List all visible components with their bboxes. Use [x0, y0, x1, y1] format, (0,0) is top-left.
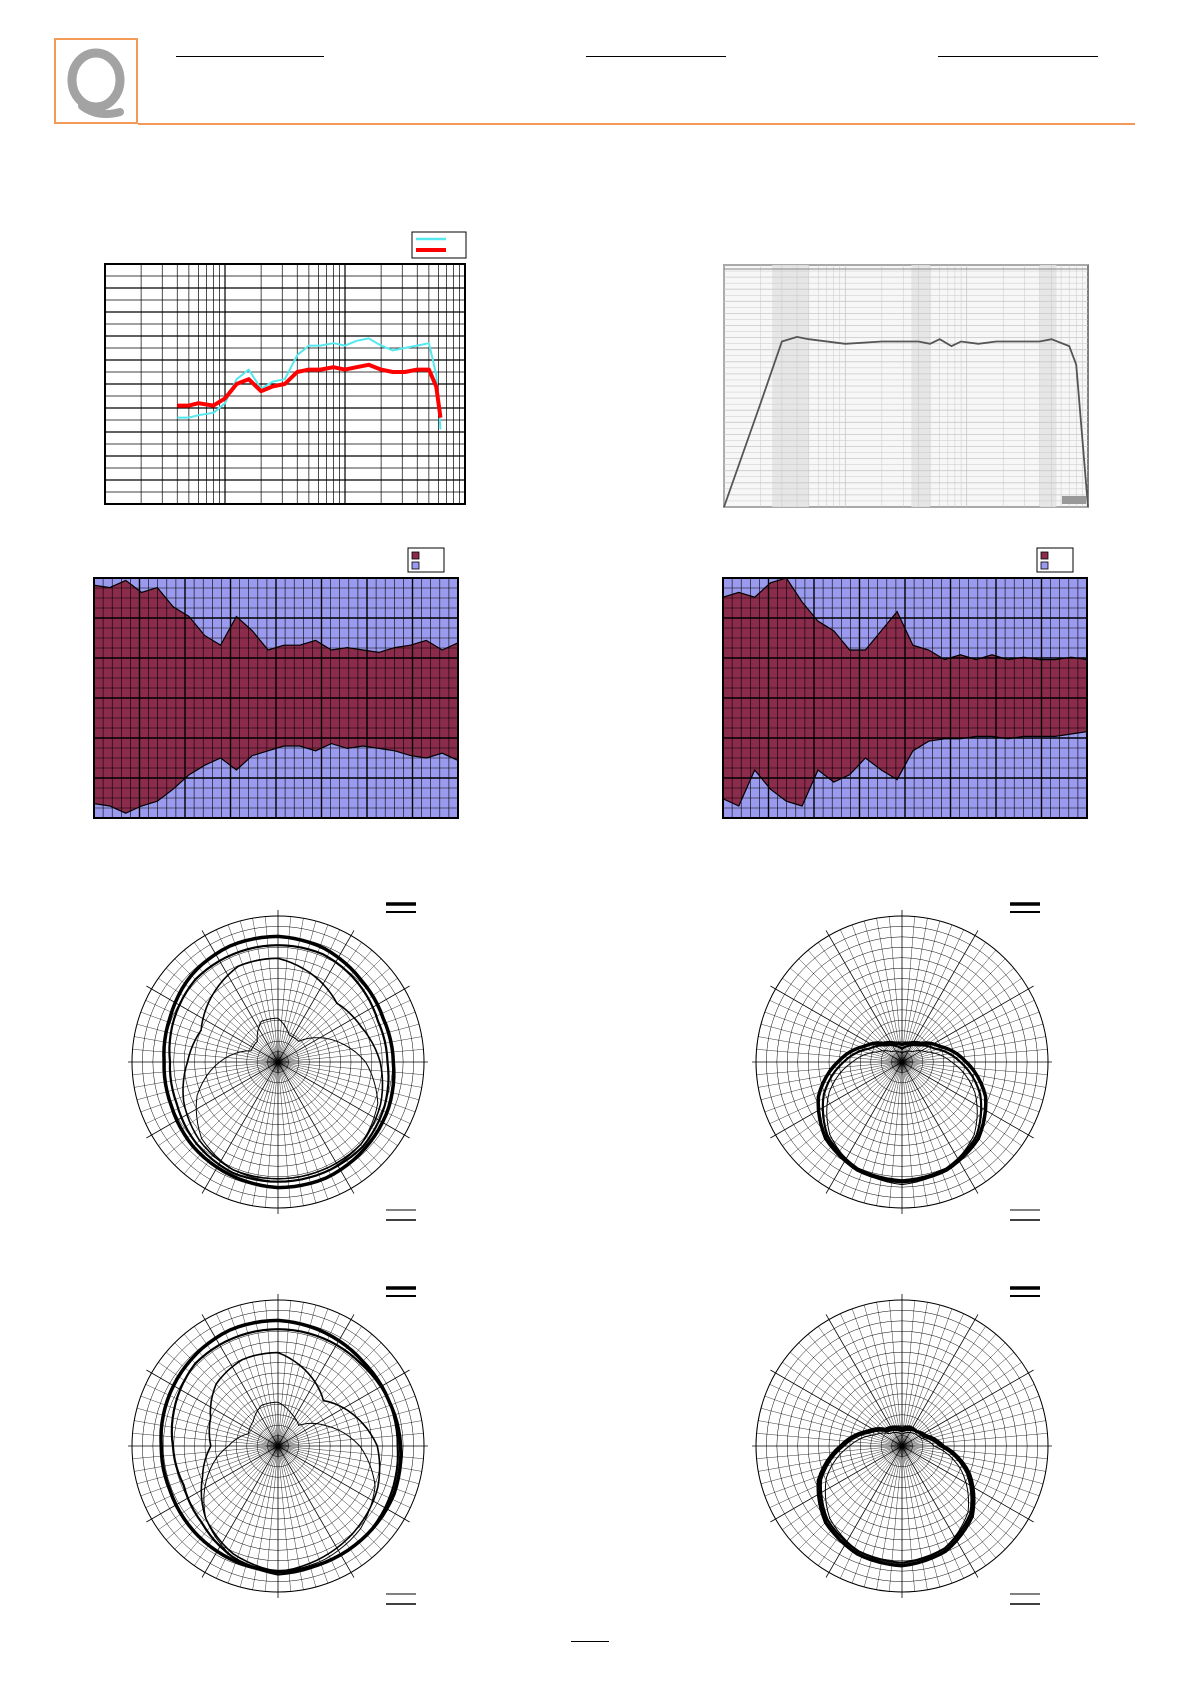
legend-swatch-1 — [1040, 551, 1049, 560]
response-curve — [723, 335, 1089, 508]
polar-grid — [752, 910, 1052, 1214]
polar-curve-1 — [162, 934, 396, 1190]
polar-curve-3 — [824, 1432, 970, 1567]
frequency-response-chart — [722, 262, 1092, 512]
polar-curve-2 — [170, 1328, 399, 1576]
header-field-line-3 — [938, 56, 1098, 57]
polar-legend-bottom — [386, 1209, 416, 1221]
chart-legend — [407, 547, 445, 573]
polar-grid — [128, 910, 428, 1214]
chart-legend — [1036, 547, 1074, 573]
polar-legend-top — [386, 902, 416, 913]
polar-plot-2 — [752, 902, 1052, 1224]
chart-grid — [104, 263, 465, 505]
legend-swatch-1 — [411, 551, 420, 560]
header-field-line-1 — [176, 56, 324, 57]
chart-grid — [722, 577, 1088, 819]
sensitivity-chart — [100, 230, 470, 510]
polar-curve-2 — [819, 1428, 973, 1564]
beamwidth-chart-right — [721, 544, 1091, 822]
polar-legend-top — [386, 1286, 416, 1297]
polar-legend-top — [1010, 902, 1040, 913]
plot-border — [722, 577, 1088, 819]
polar-curve-3 — [182, 957, 384, 1180]
polar-curve-4 — [195, 1017, 379, 1183]
polar-plot-3 — [128, 1286, 428, 1608]
polar-legend-bottom — [386, 1593, 416, 1605]
series-line-1 — [177, 337, 442, 430]
polar-curve-1 — [816, 1040, 988, 1184]
chart-grid — [723, 264, 1088, 508]
beamwidth-chart-left — [92, 544, 462, 822]
chart-legend — [411, 231, 467, 259]
polar-plot-4 — [752, 1286, 1052, 1608]
legend-swatch-2 — [1040, 561, 1049, 570]
header-divider — [138, 123, 1135, 125]
polar-legend-bottom — [1010, 1593, 1040, 1605]
page-number-line — [571, 1641, 609, 1642]
legend-swatch-2 — [411, 561, 420, 570]
polar-plot-1 — [128, 902, 428, 1224]
polar-curve-3 — [826, 1050, 978, 1186]
polar-legend-bottom — [1010, 1209, 1040, 1221]
legend-box — [411, 231, 467, 259]
chart-grid — [93, 577, 459, 819]
leap-logo-mark — [1062, 496, 1086, 504]
brand-logo — [54, 38, 138, 124]
leap-software-logo-icon — [1062, 496, 1086, 504]
series-line-2 — [177, 362, 443, 418]
polar-curve-4 — [203, 1401, 376, 1573]
polar-legend-top — [1010, 1286, 1040, 1297]
polar-grid — [752, 1294, 1052, 1598]
polar-curve-2 — [821, 1043, 983, 1182]
header-field-line-2 — [586, 56, 726, 57]
plot-border — [93, 577, 459, 819]
q-letter-logo-icon — [67, 48, 125, 118]
